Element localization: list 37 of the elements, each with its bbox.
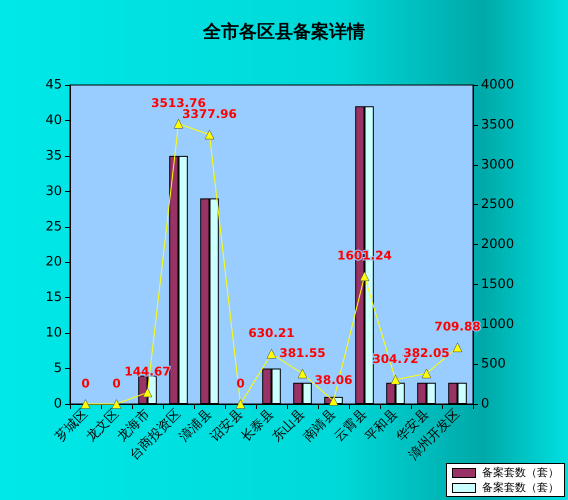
y2-tick-label: 4000 <box>481 78 514 92</box>
chart-title: 全市各区县备案详情 <box>202 22 365 42</box>
y-tick-label: 15 <box>45 290 62 306</box>
data-label: 630.21 <box>248 326 295 340</box>
point <box>298 368 308 378</box>
y-tick-label: 35 <box>45 148 62 164</box>
y2-tick-label: 1000 <box>481 316 514 332</box>
y-tick-label: 20 <box>45 254 62 270</box>
point <box>142 388 152 398</box>
y2-tick-label: 0 <box>481 396 490 412</box>
point <box>204 130 214 140</box>
data-label: 0 <box>112 376 121 390</box>
point <box>266 348 276 358</box>
y-tick-label: 10 <box>45 326 62 341</box>
y2-tick-label: 3500 <box>481 117 514 132</box>
legend-label: 备案套数（套） <box>482 480 559 495</box>
y2-tick-label: 3000 <box>481 157 514 172</box>
legend-label: 备案套数（套） <box>482 465 559 480</box>
data-label: 0 <box>81 376 90 390</box>
y2-tick-label: 500 <box>481 356 506 372</box>
y-tick-label: 0 <box>54 396 62 412</box>
point <box>452 342 462 352</box>
y2-tick-label: 2500 <box>481 197 514 212</box>
data-label: 381.55 <box>279 346 326 360</box>
y-tick-label: 25 <box>45 219 62 234</box>
point <box>174 119 184 129</box>
y2-tick-label: 1500 <box>481 276 514 292</box>
y-tick-label: 5 <box>54 361 62 376</box>
point <box>236 399 246 409</box>
point <box>422 368 432 378</box>
point <box>390 374 400 384</box>
y-tick-label: 40 <box>45 112 62 128</box>
point <box>328 396 338 406</box>
y-tick-label: 30 <box>45 184 62 199</box>
y-tick-label: 45 <box>45 78 62 92</box>
point <box>360 272 370 282</box>
y2-tick-label: 2000 <box>481 237 514 252</box>
